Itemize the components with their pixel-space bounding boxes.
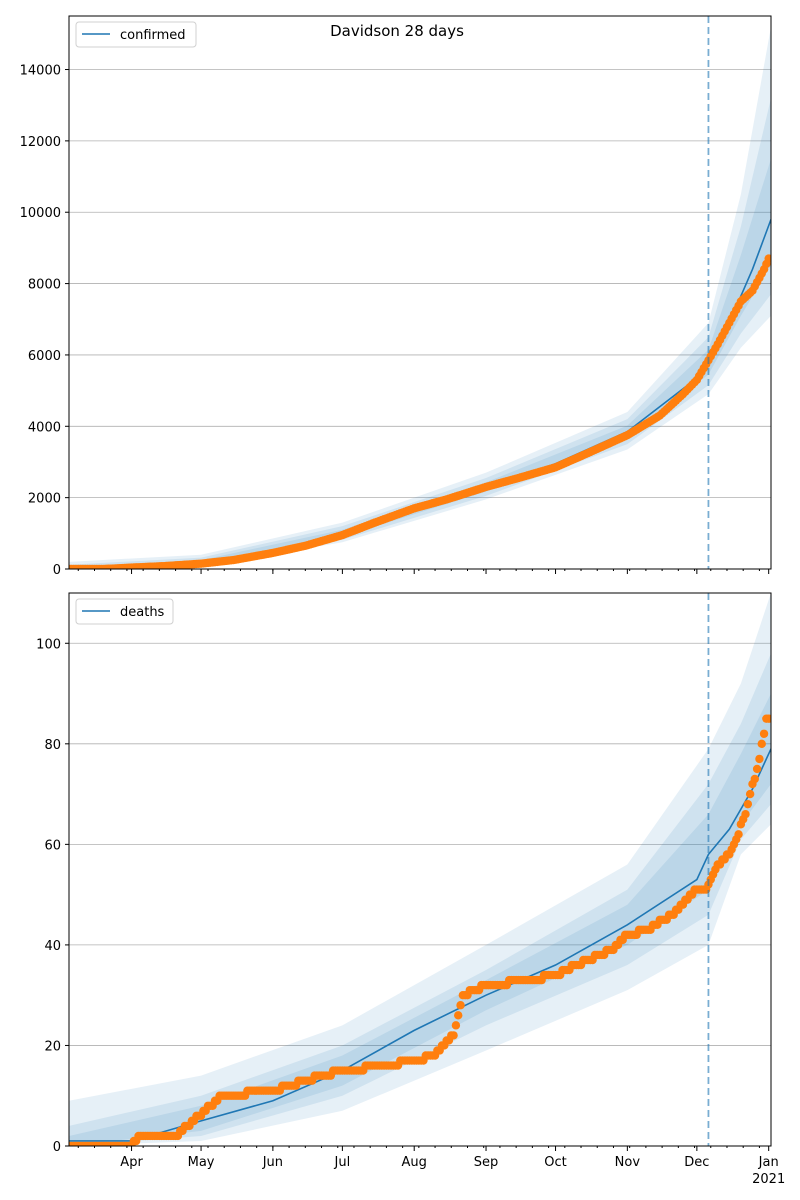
- y-tick-label: 12000: [20, 135, 61, 150]
- x-tick-label: Dec: [684, 1155, 709, 1170]
- y-tick-label: 10000: [20, 206, 61, 221]
- observed-point: [755, 754, 764, 764]
- axes-frame: [68, 15, 772, 570]
- legend-label: deaths: [120, 605, 165, 620]
- legend-label: confirmed: [120, 28, 186, 43]
- x-tick-label: Oct: [544, 1155, 566, 1170]
- observed-point: [764, 714, 771, 723]
- y-tick-label: 100: [36, 637, 61, 652]
- uncertainty-band-1: [69, 593, 771, 1146]
- observed-point: [734, 830, 743, 839]
- x-tick-label: Sep: [474, 1155, 499, 1170]
- x-tick-label: Jan: [758, 1155, 779, 1170]
- figure-title: Davidson 28 days: [330, 22, 464, 40]
- axes-frame: [68, 592, 772, 1147]
- deaths-panel: 0 20 40 60 80 100 Apr May Jun Jul Aug Sep Oct Nov Dec J…: [36, 592, 785, 1187]
- y-tick-label: 80: [44, 738, 61, 753]
- y-tick-label: 0: [53, 1140, 61, 1155]
- uncertainty-band-1: [69, 26, 771, 569]
- y-tick-label: 60: [44, 838, 61, 853]
- observed-point: [750, 774, 759, 784]
- y-tick-label: 4000: [28, 420, 61, 435]
- observed-point: [764, 254, 771, 263]
- y-tick-label: 20: [44, 1039, 61, 1054]
- uncertainty-band-2: [69, 653, 771, 1146]
- observed-point: [741, 810, 750, 819]
- x-tick-label: Aug: [402, 1155, 427, 1170]
- y-tick-label: 8000: [28, 278, 61, 293]
- observed-point: [745, 789, 755, 799]
- observed-point: [752, 764, 762, 774]
- y-tick-label: 6000: [28, 349, 61, 364]
- y-tick-label: 2000: [28, 492, 61, 507]
- x-tick-label: Apr: [120, 1155, 143, 1170]
- observed-point: [757, 739, 766, 749]
- observed-point: [759, 729, 769, 738]
- observed-point: [456, 1001, 465, 1010]
- x-tick-label: Jun: [262, 1155, 283, 1170]
- x-tick-label: May: [188, 1155, 215, 1170]
- legend-box: [75, 21, 197, 48]
- legend: confirmed: [75, 21, 197, 48]
- x-tick-label: Jul: [334, 1155, 351, 1170]
- y-tick-label: 0: [53, 563, 61, 578]
- plot-area: [69, 26, 771, 569]
- observed-point: [743, 799, 753, 809]
- confirmed-panel: 0 2000 4000 6000 8000 10000 12000 14000 confirme…: [20, 15, 772, 578]
- legend: deaths: [75, 598, 174, 625]
- x-tick-label: Nov: [615, 1155, 641, 1170]
- observed-point: [449, 1031, 458, 1040]
- x-year-label: 2021: [752, 1172, 785, 1187]
- plot-area: [69, 593, 771, 1146]
- y-tick-label: 40: [44, 939, 61, 954]
- y-tick-label: 14000: [20, 64, 61, 79]
- observed-point: [451, 1021, 461, 1030]
- observed-point: [454, 1011, 463, 1020]
- uncertainty-band-3: [69, 693, 771, 1146]
- legend-box: [75, 598, 174, 625]
